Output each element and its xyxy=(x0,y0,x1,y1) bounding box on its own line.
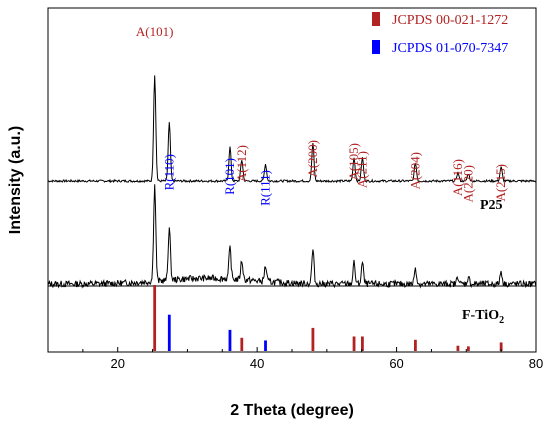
sample-label-f-tio2: F-TiO2 xyxy=(462,308,504,326)
peak-label-r101: R(101) xyxy=(222,158,237,195)
reference-line-62.7 xyxy=(413,339,417,351)
reference-line-25.3 xyxy=(153,285,157,351)
f-tio2-pattern-line xyxy=(47,184,537,289)
peak-label-a211: A(211) xyxy=(354,151,369,188)
peak-label-a204: A(204) xyxy=(407,152,422,190)
x-axis-title: 2 Theta (degree) xyxy=(230,402,354,419)
reference-line-68.8 xyxy=(456,345,460,351)
peak-label-a200: A(200) xyxy=(305,140,320,178)
reference-line-75 xyxy=(499,342,503,351)
peak-labels: A(101) R(110) R(101)A(112) R(111) A(200) A(10… xyxy=(136,24,508,206)
sample-label-f-tio2-subscript: 2 xyxy=(499,315,504,326)
reference-line-48 xyxy=(311,327,315,351)
peak-label-a116: A(116) xyxy=(450,159,465,196)
x-axis: 20 40 60 80 xyxy=(82,347,543,371)
sample-labels: P25 F-TiO2 xyxy=(462,198,504,326)
peak-label-r111: R(111) xyxy=(258,170,273,206)
peak-label-r110: R(110) xyxy=(161,154,176,190)
reference-line-53.9 xyxy=(352,336,356,351)
reference-lines xyxy=(153,285,503,351)
reference-line-36.1 xyxy=(228,329,232,351)
x-tick-label-40: 40 xyxy=(250,356,264,371)
legend-swatch-anatase xyxy=(372,12,380,26)
x-tick-label-20: 20 xyxy=(110,356,124,371)
x-tick-label-80: 80 xyxy=(529,356,543,371)
y-axis-title: Intensity (a.u.) xyxy=(7,126,24,234)
reference-line-27.4 xyxy=(167,314,171,351)
peak-label-a105: A(105) xyxy=(346,143,361,181)
legend-label-rutile: JCPDS 01-070-7347 xyxy=(392,41,508,56)
reference-line-70.3 xyxy=(466,346,470,351)
reference-line-37.8 xyxy=(240,337,244,351)
p25-pattern-line xyxy=(47,75,537,184)
legend-swatch-rutile xyxy=(372,40,380,54)
peak-label-a112: A(112) xyxy=(234,145,249,182)
x-tick-label-60: 60 xyxy=(389,356,403,371)
peak-label-a215: A(215) xyxy=(493,164,508,202)
peak-label-a101: A(101) xyxy=(136,24,174,39)
sample-label-p25: P25 xyxy=(480,198,503,213)
reference-line-55.1 xyxy=(361,336,364,351)
sample-label-f-tio2-main: F-TiO xyxy=(462,308,499,323)
pattern-curves xyxy=(47,75,537,289)
reference-line-41.2 xyxy=(264,340,267,351)
peak-label-a220: A(220) xyxy=(460,165,475,203)
legend-label-anatase: JCPDS 00-021-1272 xyxy=(392,13,508,28)
legend: JCPDS 00-021-1272 JCPDS 01-070-7347 xyxy=(372,12,508,56)
